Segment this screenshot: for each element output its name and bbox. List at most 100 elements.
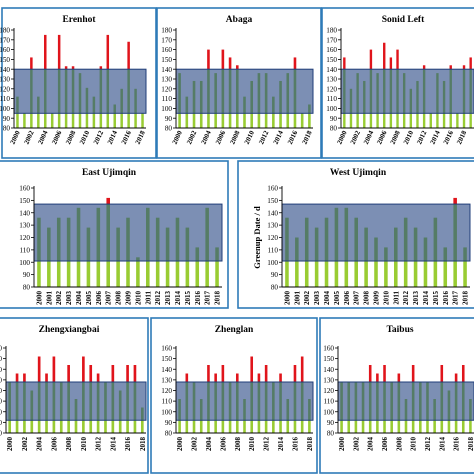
bar-peak-part-2008 bbox=[235, 65, 239, 70]
bar-2010 bbox=[136, 261, 140, 287]
x-tick-label: 2010 bbox=[78, 129, 91, 146]
y-tick-label: 100 bbox=[161, 408, 172, 416]
chart-title: Erenhot bbox=[62, 15, 96, 25]
bar-peak-part-2014 bbox=[440, 365, 444, 382]
bar-2010 bbox=[409, 113, 413, 128]
bar-2014 bbox=[440, 420, 444, 433]
bar-2000 bbox=[178, 113, 181, 128]
x-tick-label: 2018 bbox=[139, 437, 147, 452]
bar-2017 bbox=[453, 261, 457, 287]
bar-2014 bbox=[279, 420, 282, 433]
bar-2012 bbox=[422, 113, 426, 128]
x-tick-label: 2004 bbox=[75, 291, 83, 306]
y-tick-label: 170 bbox=[326, 36, 337, 44]
x-tick-label: 2010 bbox=[80, 437, 88, 452]
bar-2000 bbox=[340, 420, 343, 433]
y-tick-label: 80 bbox=[165, 430, 173, 438]
bar-peak-part-2007 bbox=[64, 66, 68, 70]
x-tick-label: 2014 bbox=[272, 129, 285, 146]
bar-2006 bbox=[221, 420, 225, 433]
x-tick-label: 2009 bbox=[373, 291, 381, 306]
y-tick-label: 100 bbox=[326, 105, 337, 113]
x-tick-label: 2011 bbox=[144, 291, 152, 305]
bar-2016 bbox=[195, 261, 200, 287]
bar-2012 bbox=[96, 420, 100, 433]
bar-2002 bbox=[354, 420, 358, 433]
bar-2005 bbox=[45, 420, 48, 433]
bar-2005 bbox=[50, 113, 54, 128]
bar-2004 bbox=[44, 113, 47, 128]
y-tick-label: 150 bbox=[161, 355, 172, 363]
bar-2016 bbox=[443, 261, 448, 287]
bar-2016 bbox=[127, 113, 130, 128]
bar-2018 bbox=[462, 113, 466, 128]
x-tick-label: 2003 bbox=[65, 291, 73, 306]
bar-2000 bbox=[8, 420, 12, 433]
y-tick-label: 110 bbox=[323, 398, 334, 406]
y-tick-label: 160 bbox=[267, 185, 278, 193]
bar-2001 bbox=[347, 420, 351, 433]
x-tick-label: 2002 bbox=[349, 129, 362, 146]
x-tick-label: 2004 bbox=[36, 129, 49, 146]
x-tick-label: 2008 bbox=[64, 129, 77, 146]
bar-2008 bbox=[235, 113, 239, 128]
bar-peak-part-2016 bbox=[454, 373, 458, 382]
y-tick-label: 120 bbox=[0, 85, 10, 93]
y-tick-label: 100 bbox=[161, 105, 172, 113]
bar-2006 bbox=[96, 261, 101, 287]
y-tick-label: 160 bbox=[323, 345, 334, 353]
bar-2012 bbox=[155, 261, 160, 287]
bar-2019 bbox=[469, 113, 472, 128]
x-tick-label: 2015 bbox=[432, 291, 440, 306]
bar-2009 bbox=[402, 113, 406, 128]
x-tick-label: 2012 bbox=[424, 437, 432, 452]
bar-peak-part-2002 bbox=[30, 57, 33, 70]
bar-2004 bbox=[207, 113, 210, 128]
bar-peak-part-2004 bbox=[207, 49, 210, 70]
panel-frame bbox=[150, 317, 318, 474]
bar-peak-part-2011 bbox=[257, 373, 261, 382]
bar-2001 bbox=[349, 113, 353, 128]
panel-frame bbox=[321, 7, 474, 159]
bar-2003 bbox=[66, 261, 71, 287]
bar-2009 bbox=[74, 420, 78, 433]
y-tick-label: 120 bbox=[323, 387, 334, 395]
y-tick-label: 170 bbox=[161, 36, 172, 44]
x-tick-label: 2010 bbox=[134, 291, 142, 306]
bar-2009 bbox=[243, 113, 246, 128]
bar-2000 bbox=[16, 113, 19, 128]
bar-peak-part-2019 bbox=[469, 57, 472, 70]
panel-frame bbox=[319, 317, 474, 474]
x-tick-label: 2018 bbox=[467, 437, 474, 452]
bar-2011 bbox=[92, 113, 96, 128]
bar-2013 bbox=[272, 113, 275, 128]
bar-peak-part-2006 bbox=[221, 49, 225, 70]
bar-peak-part-2016 bbox=[127, 41, 130, 70]
bar-peak-part-2004 bbox=[37, 356, 41, 382]
y-tick-label: 140 bbox=[161, 366, 172, 374]
bar-peak-part-2016 bbox=[126, 365, 129, 382]
y-tick-label: 160 bbox=[0, 46, 10, 54]
bar-2010 bbox=[250, 420, 254, 433]
x-tick-label: 2010 bbox=[243, 129, 256, 146]
x-tick-label: 2008 bbox=[395, 437, 403, 452]
bar-peak-part-2008 bbox=[67, 365, 70, 382]
x-tick-label: 2002 bbox=[23, 129, 36, 146]
threshold-band bbox=[175, 68, 314, 114]
bar-peak-part-2017 bbox=[300, 356, 304, 382]
bar-peak-part-2018 bbox=[462, 65, 466, 70]
bar-2004 bbox=[76, 261, 81, 287]
bar-2009 bbox=[404, 420, 408, 433]
bar-peak-part-2006 bbox=[52, 356, 56, 382]
y-tick-label: 90 bbox=[23, 271, 31, 279]
bar-2001 bbox=[47, 261, 51, 287]
threshold-band bbox=[13, 68, 147, 114]
y-tick-label: 140 bbox=[323, 366, 334, 374]
y-tick-label: 150 bbox=[326, 56, 337, 64]
bar-2013 bbox=[104, 420, 107, 433]
y-tick-label: 90 bbox=[327, 419, 335, 427]
x-tick-label: 2000 bbox=[176, 437, 184, 452]
panel-frame bbox=[0, 160, 229, 309]
bar-2018 bbox=[308, 420, 311, 433]
bar-peak-part-2014 bbox=[279, 373, 282, 382]
